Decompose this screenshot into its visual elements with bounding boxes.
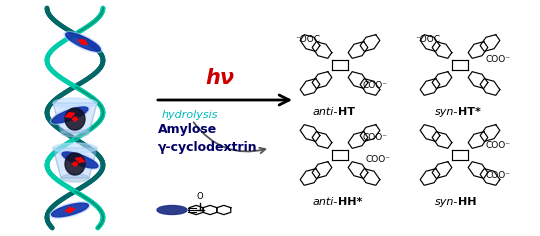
Text: Amylose: Amylose	[158, 123, 217, 136]
Ellipse shape	[50, 202, 90, 218]
Ellipse shape	[65, 108, 85, 130]
Text: HT*: HT*	[458, 107, 481, 117]
Text: ⁻OOC: ⁻OOC	[415, 35, 441, 45]
Text: HH*: HH*	[338, 197, 362, 207]
Ellipse shape	[64, 31, 102, 53]
Ellipse shape	[157, 206, 187, 215]
Ellipse shape	[52, 107, 88, 123]
Ellipse shape	[53, 143, 97, 153]
Text: COO⁻: COO⁻	[485, 55, 510, 64]
Text: O: O	[197, 192, 204, 201]
Text: ⁻OOC: ⁻OOC	[295, 35, 321, 45]
Ellipse shape	[62, 152, 98, 168]
Text: HT: HT	[338, 107, 355, 117]
Ellipse shape	[53, 98, 97, 108]
Text: hν: hν	[205, 68, 234, 88]
Text: COO⁻: COO⁻	[362, 80, 388, 89]
Ellipse shape	[61, 129, 89, 137]
Polygon shape	[53, 148, 97, 178]
Ellipse shape	[52, 203, 89, 217]
Text: syn-: syn-	[435, 107, 458, 117]
Text: COO⁻: COO⁻	[362, 132, 388, 142]
Ellipse shape	[60, 151, 100, 169]
Text: anti-: anti-	[313, 107, 338, 117]
Text: COO⁻: COO⁻	[485, 140, 510, 149]
Polygon shape	[53, 103, 97, 133]
Text: anti-: anti-	[313, 197, 338, 207]
Ellipse shape	[61, 174, 89, 182]
Text: syn-: syn-	[435, 197, 458, 207]
Text: COO⁻: COO⁻	[366, 156, 390, 164]
Text: hydrolysis: hydrolysis	[162, 110, 219, 120]
Text: HH: HH	[458, 197, 476, 207]
Text: COO⁻: COO⁻	[485, 170, 510, 180]
Ellipse shape	[65, 153, 85, 175]
Ellipse shape	[66, 33, 100, 51]
Text: γ-cyclodextrin: γ-cyclodextrin	[158, 142, 258, 155]
Ellipse shape	[50, 105, 90, 124]
